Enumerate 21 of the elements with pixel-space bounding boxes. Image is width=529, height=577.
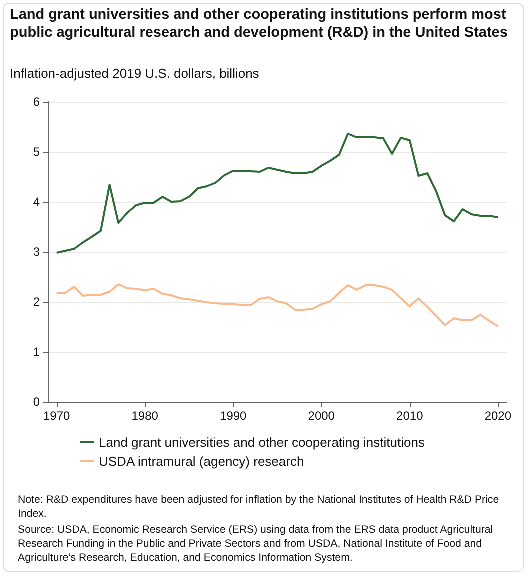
source-note: Source: USDA, Economic Research Service (ERS) using data from the ERS data product Agricultural Research Funding in the Public and Private Sectors and from USDA, National Institute of Food and Agriculture’s Research, Education, and Economics Information System. xyxy=(18,523,494,565)
x-tick-label: 2020 xyxy=(484,409,512,423)
x-tick-label: 2010 xyxy=(396,409,424,423)
chart-title: Land grant universities and other cooperating institutions perform most public agricultural research and development (R&D) in the United States xyxy=(10,6,509,42)
y-tick-label: 0 xyxy=(33,395,40,409)
y-tick-label: 1 xyxy=(33,345,40,359)
legend-label: Land grant universities and other cooperating institutions xyxy=(99,435,426,450)
y-tick-label: 6 xyxy=(33,95,40,109)
x-tick-label: 1980 xyxy=(132,409,159,423)
x-tick-label: 1970 xyxy=(43,409,70,423)
y-tick-label: 4 xyxy=(33,195,40,209)
text: Note: R&D expenditures have been adjusted for inflation by the National Institutes of Health R&D Price Index. xyxy=(18,493,500,521)
legend-label: USDA intramural (agency) research xyxy=(99,454,304,469)
line-series xyxy=(56,284,500,328)
line-series xyxy=(56,133,500,254)
x-tick-label: 2000 xyxy=(308,409,336,423)
y-tick-label: 3 xyxy=(33,245,40,259)
y-axis-title: Inflation-adjusted 2019 U.S. dollars, billions xyxy=(10,66,260,81)
y-tick-label: 5 xyxy=(33,145,40,159)
y-tick-label: 2 xyxy=(33,295,40,309)
x-tick-label: 1990 xyxy=(220,409,248,423)
